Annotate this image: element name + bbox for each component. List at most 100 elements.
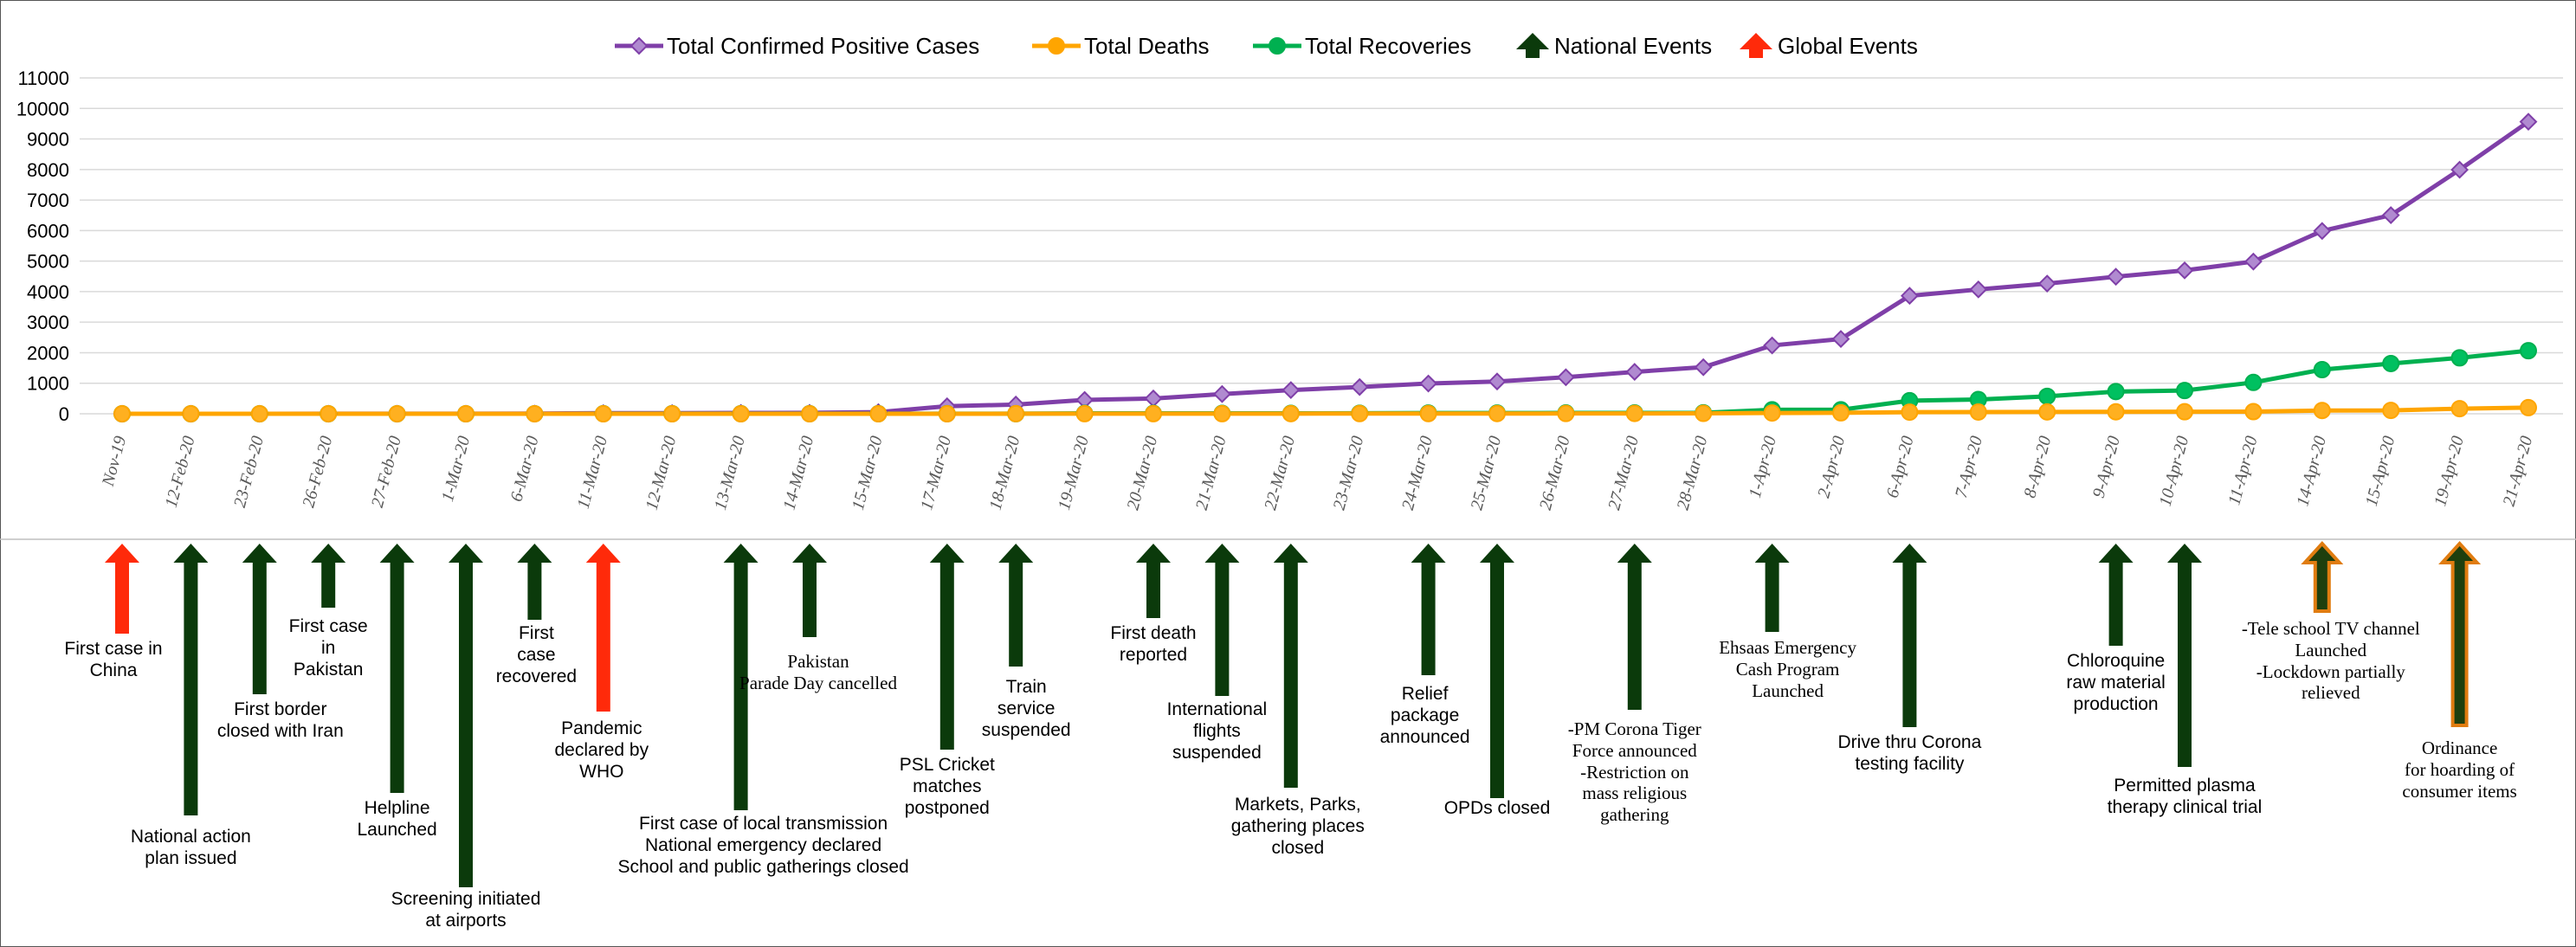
- event-label-line: postponed: [904, 797, 990, 818]
- data-point: [2313, 402, 2331, 420]
- data-point: [1900, 287, 1919, 306]
- data-point: [2381, 206, 2400, 224]
- national-event-arrow-icon: [242, 544, 277, 694]
- event-label-line: -Restriction on: [1580, 761, 1689, 783]
- event-label-line: Launched: [1752, 680, 1824, 701]
- event-label-line: raw material: [2066, 672, 2166, 693]
- event-label-line: in: [321, 637, 336, 658]
- y-tick-label: 6000: [27, 220, 69, 242]
- event-label-line: matches: [913, 776, 982, 796]
- event-label-line: suspended: [1172, 742, 1262, 763]
- data-point: [2038, 387, 2056, 405]
- event-label-line: Cash Program: [1735, 658, 1840, 680]
- data-point: [2313, 222, 2332, 241]
- x-tick-label: 15-Mar-20: [849, 434, 887, 512]
- data-point: [1625, 363, 1644, 381]
- x-tick-label: 28-Mar-20: [1674, 434, 1712, 512]
- national-event-arrow-icon: [1204, 544, 1240, 696]
- event-label-line: package: [1390, 705, 1460, 725]
- event-label-line: First case of local transmission: [639, 814, 888, 834]
- data-point: [1969, 280, 1988, 299]
- event-label-line: recovered: [495, 666, 578, 686]
- x-tick-label: 26-Mar-20: [1536, 434, 1574, 512]
- series-line: [122, 348, 2529, 416]
- event-label-line: -Tele school TV channel: [2241, 618, 2420, 639]
- legend-arrow-icon: [1740, 33, 1772, 58]
- national-event-arrow-icon: [517, 544, 552, 620]
- event-label: Permitted plasma therapy clinical trial: [2037, 776, 2332, 819]
- data-point: [2107, 267, 2126, 287]
- legend-label: National Events: [1554, 33, 1712, 59]
- event-label: First case recovered: [389, 623, 683, 687]
- event-label: OPDs closed: [1350, 798, 1644, 820]
- data-point: [2244, 252, 2263, 271]
- national-event-arrow-icon: [1617, 544, 1652, 710]
- event-label-line: Parade Day cancelled: [739, 672, 897, 693]
- data-point: [1144, 389, 1163, 408]
- data-point: [2176, 403, 2193, 421]
- legend-arrow-icon: [1516, 33, 1549, 58]
- event-label-line: First case: [288, 616, 368, 636]
- data-point: [2382, 402, 2400, 420]
- x-tick-label: 15-Apr-20: [2362, 434, 2399, 508]
- event-label-line: China: [89, 660, 138, 680]
- data-point: [1488, 372, 1507, 391]
- event-label: International flights suspended: [1069, 699, 1364, 763]
- data-point: [1901, 403, 1919, 422]
- national-event-arrow-icon: [173, 544, 209, 815]
- national-event-arrow-icon: [723, 544, 759, 810]
- data-point: [2450, 160, 2469, 179]
- data-point: [1625, 404, 1643, 422]
- data-point: [2313, 360, 2331, 378]
- data-point: [2107, 403, 2125, 421]
- event-label: First case in Pakistan: [181, 616, 475, 680]
- data-point: [663, 405, 681, 422]
- y-tick-label: 7000: [27, 190, 69, 211]
- x-tick-label: 6-Mar-20: [507, 434, 542, 503]
- event-label-line: First: [518, 623, 554, 643]
- event-label: Ehsaas Emergency Cash Program Launched: [1641, 637, 1935, 701]
- data-point: [1831, 330, 1850, 348]
- event-label-line: Pakistan: [293, 659, 364, 680]
- event-label-line: Train: [1005, 677, 1047, 697]
- data-point: [2450, 349, 2469, 367]
- event-label-line: flights: [1192, 720, 1241, 741]
- data-point: [1145, 404, 1162, 422]
- event-label-line: declared by: [554, 739, 649, 760]
- legend-marker: [629, 36, 649, 55]
- data-point: [732, 405, 750, 422]
- x-tick-label: 1-Mar-20: [438, 434, 474, 503]
- event-label-line: National action: [130, 827, 251, 847]
- event-label-line: OPDs closed: [1443, 798, 1551, 818]
- data-point: [1832, 403, 1850, 422]
- y-tick-label: 11000: [17, 68, 69, 89]
- national-event-arrow-icon: [379, 544, 415, 793]
- x-tick-label: 21-Apr-20: [2500, 434, 2537, 508]
- x-tick-label: 26-Feb-20: [299, 434, 336, 509]
- data-point: [1419, 374, 1438, 393]
- event-label-line: at airports: [425, 910, 507, 931]
- event-label-line: gathering: [1600, 804, 1669, 826]
- data-point: [182, 405, 200, 422]
- x-tick-label: 9-Apr-20: [2089, 434, 2124, 499]
- national-event-arrow-icon: [2301, 541, 2344, 613]
- data-point: [2244, 373, 2263, 391]
- global-event-arrow-icon: [585, 544, 621, 712]
- event-label-line: consumer items: [2402, 780, 2517, 802]
- x-tick-label: 10-Apr-20: [2156, 434, 2193, 508]
- x-tick-label: 1-Apr-20: [1746, 434, 1780, 499]
- data-point: [1557, 404, 1575, 422]
- national-event-arrow-icon: [2438, 541, 2482, 727]
- national-event-arrow-icon: [2098, 544, 2134, 646]
- data-point: [526, 405, 544, 422]
- event-label-line: Helpline: [364, 798, 430, 818]
- event-label-line: suspended: [981, 719, 1071, 740]
- x-tick-label: 25-Mar-20: [1467, 434, 1505, 512]
- data-point: [2450, 400, 2469, 418]
- y-tick-label: 2000: [27, 342, 69, 364]
- event-label-line: Markets, Parks,: [1234, 795, 1361, 815]
- x-tick-label: 19-Apr-20: [2431, 434, 2468, 508]
- x-tick-label: 14-Apr-20: [2293, 434, 2330, 508]
- data-point: [250, 405, 268, 422]
